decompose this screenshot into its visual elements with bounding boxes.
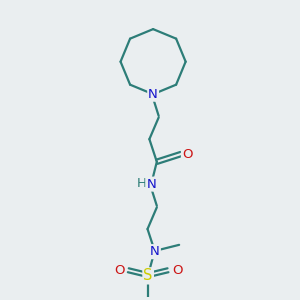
Text: H: H (136, 177, 146, 190)
Text: N: N (150, 245, 160, 258)
Text: N: N (148, 88, 158, 101)
Text: O: O (172, 264, 182, 277)
Text: O: O (114, 264, 124, 277)
Text: N: N (146, 178, 156, 190)
Text: S: S (143, 268, 153, 283)
Text: O: O (182, 148, 192, 160)
